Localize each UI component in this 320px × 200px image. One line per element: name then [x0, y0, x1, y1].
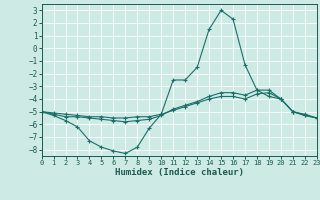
X-axis label: Humidex (Indice chaleur): Humidex (Indice chaleur)	[115, 168, 244, 177]
